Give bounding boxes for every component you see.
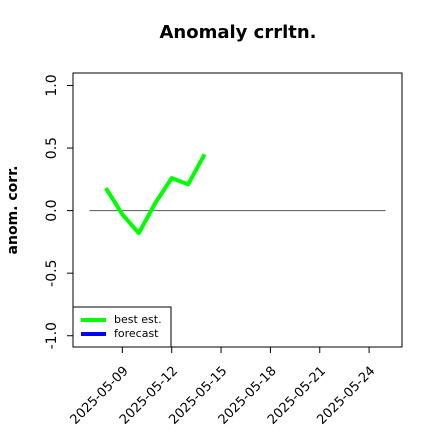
- y-axis-label: anom. corr.: [5, 166, 21, 255]
- chart-title: Anomaly crrltn.: [159, 22, 316, 43]
- legend-box: [72, 306, 172, 348]
- legend-label: forecast: [114, 327, 159, 340]
- y-tick-label: 0.0: [44, 199, 60, 221]
- y-tick-label: -1.0: [44, 322, 60, 349]
- y-tick-label: 1.0: [44, 74, 60, 96]
- plot-frame: [72, 72, 403, 348]
- y-tick-label: 0.5: [44, 137, 60, 159]
- series-line: [104, 153, 207, 236]
- y-tick-label: -0.5: [44, 260, 60, 287]
- legend-label: best est.: [114, 313, 162, 326]
